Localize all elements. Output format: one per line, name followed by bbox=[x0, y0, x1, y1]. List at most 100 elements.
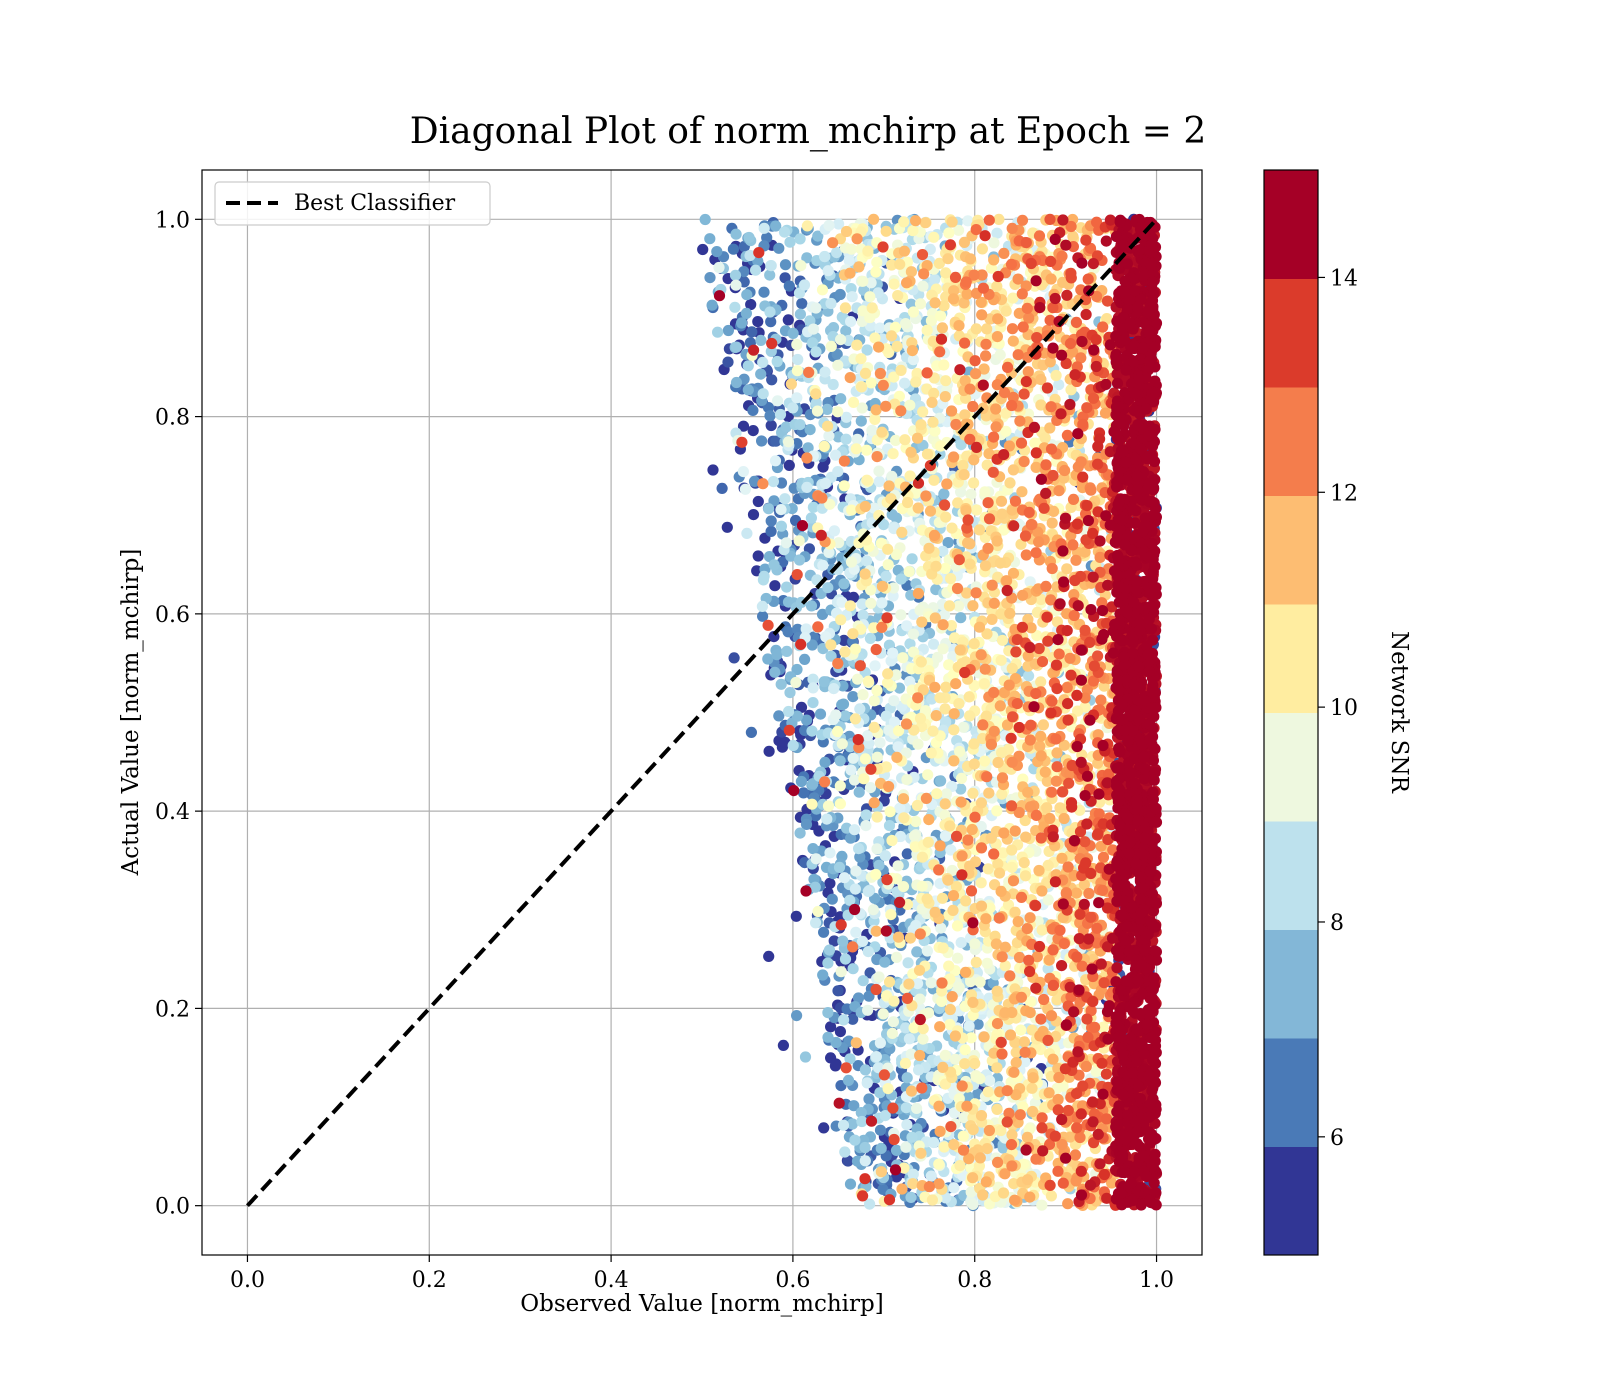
scatter-point bbox=[900, 318, 912, 330]
scatter-point bbox=[833, 218, 845, 230]
scatter-point bbox=[895, 609, 907, 621]
scatter-point bbox=[846, 504, 858, 516]
scatter-point bbox=[1012, 349, 1024, 361]
scatter-point bbox=[1046, 562, 1058, 575]
scatter-point bbox=[1042, 859, 1054, 872]
scatter-point bbox=[955, 796, 967, 808]
scatter-point bbox=[1042, 963, 1054, 975]
scatter-point bbox=[763, 745, 775, 757]
scatter-point bbox=[832, 985, 844, 997]
scatter-point bbox=[854, 660, 866, 672]
scatter-point bbox=[850, 926, 862, 938]
scatter-point bbox=[912, 692, 924, 704]
scatter-point bbox=[729, 301, 741, 313]
scatter-point bbox=[869, 660, 881, 672]
scatter-point bbox=[937, 1061, 949, 1073]
scatter-point bbox=[980, 338, 992, 350]
scatter-point bbox=[964, 253, 977, 265]
scatter-point bbox=[892, 860, 904, 872]
scatter-point bbox=[1071, 951, 1083, 963]
scatter-point bbox=[992, 313, 1004, 325]
scatter-point bbox=[927, 725, 939, 737]
scatter-point bbox=[1035, 676, 1047, 688]
scatter-point bbox=[938, 359, 950, 371]
scatter-point bbox=[832, 406, 844, 418]
scatter-point bbox=[1001, 575, 1013, 587]
scatter-point bbox=[856, 598, 868, 610]
scatter-point bbox=[1015, 891, 1028, 904]
scatter-point bbox=[947, 293, 960, 305]
scatter-point bbox=[846, 291, 858, 303]
scatter-point bbox=[877, 379, 889, 391]
scatter-point bbox=[928, 231, 940, 243]
scatter-point bbox=[870, 266, 882, 278]
scatter-point bbox=[1054, 924, 1066, 936]
scatter-point bbox=[1067, 230, 1079, 242]
scatter-point bbox=[745, 726, 758, 739]
scatter-point bbox=[996, 772, 1009, 784]
scatter-point bbox=[791, 663, 803, 676]
scatter-point bbox=[826, 893, 838, 905]
scatter-point bbox=[1037, 719, 1049, 731]
scatter-point bbox=[844, 372, 856, 384]
scatter-point bbox=[936, 322, 949, 334]
scatter-point bbox=[1045, 401, 1057, 413]
scatter-point bbox=[795, 701, 808, 714]
scatter-point bbox=[845, 832, 857, 844]
scatter-point bbox=[934, 1125, 946, 1137]
scatter-point bbox=[950, 678, 962, 690]
scatter-point bbox=[801, 452, 813, 464]
scatter-point bbox=[894, 830, 907, 843]
scatter-point bbox=[775, 504, 787, 516]
scatter-point bbox=[1079, 836, 1091, 848]
scatter-point bbox=[857, 609, 869, 621]
scatter-point bbox=[992, 270, 1004, 283]
scatter-point bbox=[868, 797, 880, 809]
scatter-point bbox=[765, 260, 777, 272]
scatter-point bbox=[991, 280, 1003, 292]
scatter-point bbox=[773, 242, 785, 254]
scatter-point bbox=[859, 568, 871, 580]
scatter-point bbox=[1022, 786, 1034, 798]
scatter-point bbox=[911, 367, 923, 380]
scatter-point bbox=[996, 951, 1008, 963]
scatter-point bbox=[936, 892, 949, 904]
scatter-point bbox=[905, 1191, 917, 1203]
scatter-point bbox=[856, 402, 868, 414]
scatter-point bbox=[767, 476, 780, 488]
scatter-point bbox=[879, 1110, 891, 1122]
scatter-point bbox=[823, 219, 835, 232]
scatter-point bbox=[870, 925, 882, 937]
scatter-point bbox=[1007, 292, 1019, 304]
scatter-point bbox=[823, 546, 835, 559]
scatter-point bbox=[888, 371, 900, 383]
scatter-point bbox=[991, 535, 1003, 547]
scatter-point bbox=[980, 710, 993, 722]
scatter-point bbox=[857, 689, 869, 701]
scatter-point bbox=[851, 433, 863, 445]
scatter-point bbox=[840, 411, 853, 423]
scatter-point bbox=[962, 514, 974, 526]
scatter-point bbox=[1006, 800, 1018, 812]
scatter-point bbox=[706, 299, 718, 311]
scatter-point bbox=[966, 823, 978, 836]
scatter-point bbox=[1013, 721, 1025, 734]
scatter-point bbox=[933, 1100, 945, 1112]
scatter-point bbox=[847, 591, 860, 604]
scatter-point bbox=[747, 508, 760, 521]
scatter-point bbox=[907, 306, 920, 318]
scatter-point bbox=[779, 259, 792, 271]
scatter-point bbox=[804, 424, 816, 436]
scatter-point bbox=[1018, 455, 1030, 468]
scatter-point bbox=[864, 782, 877, 794]
scatter-point bbox=[1091, 922, 1103, 934]
scatter-point bbox=[990, 403, 1002, 415]
scatter-point bbox=[940, 681, 952, 693]
scatter-point bbox=[976, 309, 988, 321]
scatter-point bbox=[925, 747, 937, 759]
scatter-point bbox=[729, 269, 742, 281]
scatter-point bbox=[882, 668, 894, 680]
scatter-point bbox=[1045, 273, 1057, 285]
scatter-point bbox=[1101, 313, 1113, 325]
scatter-point bbox=[857, 935, 869, 948]
